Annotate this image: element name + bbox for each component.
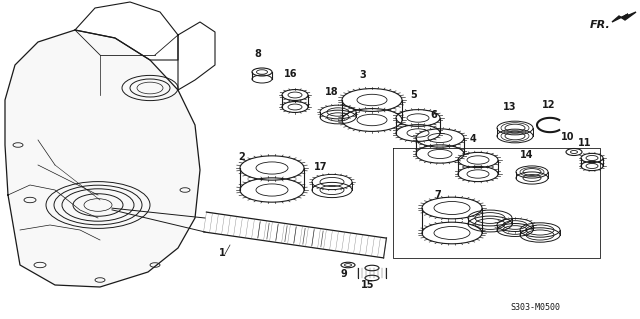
- Text: 1: 1: [219, 248, 225, 258]
- Text: S303-M0500: S303-M0500: [510, 303, 560, 313]
- Text: 14: 14: [520, 150, 534, 160]
- Text: 7: 7: [435, 190, 442, 200]
- Text: 2: 2: [239, 152, 245, 162]
- Text: 9: 9: [340, 269, 348, 279]
- Text: 4: 4: [470, 134, 476, 144]
- Text: 3: 3: [360, 70, 366, 80]
- Text: 6: 6: [431, 110, 437, 120]
- Text: 8: 8: [255, 49, 261, 59]
- Text: 13: 13: [503, 102, 516, 112]
- Text: 5: 5: [411, 90, 417, 100]
- Text: 18: 18: [325, 87, 339, 97]
- Text: 17: 17: [314, 162, 328, 172]
- Text: 11: 11: [579, 138, 592, 148]
- Polygon shape: [612, 12, 636, 22]
- Text: 15: 15: [361, 280, 375, 290]
- Text: 12: 12: [542, 100, 556, 110]
- Text: 16: 16: [284, 69, 298, 79]
- Polygon shape: [5, 30, 200, 287]
- Text: 10: 10: [561, 132, 575, 142]
- Text: FR.: FR.: [590, 20, 611, 30]
